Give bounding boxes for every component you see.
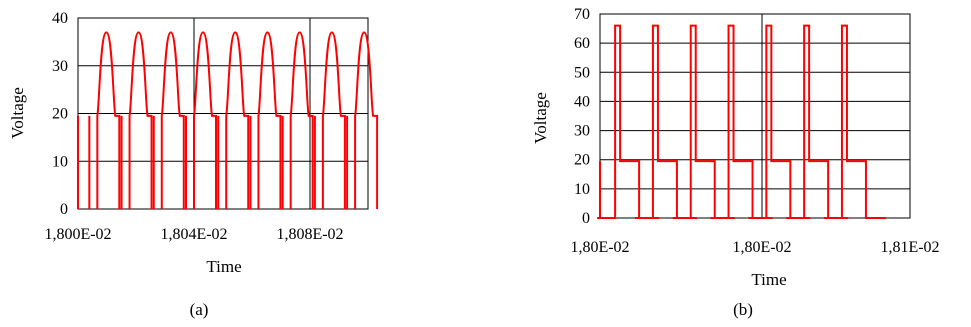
chart-a-y-ticks: 0 10 20 30 40 (52, 10, 68, 218)
y-tick-label: 0 (582, 210, 590, 227)
y-tick-label: 40 (52, 10, 68, 27)
waveform-pulse (634, 24, 697, 219)
waveform-pulse (88, 31, 121, 209)
waveform-pulse (710, 24, 773, 219)
y-tick-label: 10 (574, 181, 590, 198)
waveform-pulse (786, 24, 849, 219)
waveform-pulse (217, 31, 250, 209)
y-tick-label: 20 (574, 152, 590, 169)
waveform-pulse (748, 24, 811, 219)
waveform-pulse (152, 31, 185, 209)
x-tick-label: 1,804E-02 (160, 226, 227, 243)
waveform-pulse (249, 31, 282, 209)
y-tick-label: 50 (574, 64, 590, 81)
waveform-pulse (597, 24, 660, 219)
waveform-pulse (281, 31, 314, 209)
waveform-pulse (672, 24, 735, 219)
chart-a-plot-border (77, 17, 369, 210)
x-tick-label: 1,800E-02 (44, 226, 111, 243)
waveform-pulse (313, 31, 346, 209)
y-tick-label: 30 (52, 58, 68, 75)
chart-a-x-axis-title: Time (206, 257, 241, 276)
caption-b: (b) (733, 300, 753, 319)
y-tick-label: 60 (574, 35, 590, 52)
chart-b-plot-border (599, 13, 911, 219)
y-tick-label: 20 (52, 106, 68, 123)
chart-b-y-ticks: 0 10 20 30 40 50 60 70 (574, 6, 590, 227)
chart-a: 0 10 20 30 40 1,800E-02 1,804E-02 1,808E-02 Ti… (8, 10, 379, 276)
waveform-pulse (346, 31, 379, 209)
chart-a-x-ticks: 1,800E-02 1,804E-02 1,808E-02 (44, 226, 343, 243)
chart-b-y-axis-title: Voltage (531, 92, 550, 144)
chart-b-x-axis-title: Time (751, 270, 786, 289)
chart-a-y-axis-title: Voltage (8, 87, 27, 139)
y-tick-label: 10 (52, 153, 68, 170)
chart-a-series (77, 31, 379, 209)
caption-a: (a) (190, 300, 209, 319)
x-tick-label: 1,81E-02 (880, 239, 939, 256)
waveform-pulse (185, 31, 217, 209)
chart-b-x-ticks: 1,80E-02 1,80E-02 1,81E-02 (570, 239, 939, 256)
y-tick-label: 70 (574, 6, 590, 23)
chart-b-grid (600, 13, 910, 219)
waveform-pulse (120, 31, 153, 209)
x-tick-label: 1,808E-02 (276, 226, 343, 243)
waveform-pulse (823, 24, 886, 219)
y-tick-label: 40 (574, 93, 590, 110)
x-tick-label: 1,80E-02 (570, 239, 629, 256)
y-tick-label: 0 (60, 201, 68, 218)
y-tick-label: 30 (574, 123, 590, 140)
chart-b: 0 10 20 30 40 50 60 70 1,80E-02 1,80E-02 1,81E-02… (531, 6, 940, 289)
chart-b-series (597, 24, 886, 219)
x-tick-label: 1,80E-02 (732, 239, 791, 256)
